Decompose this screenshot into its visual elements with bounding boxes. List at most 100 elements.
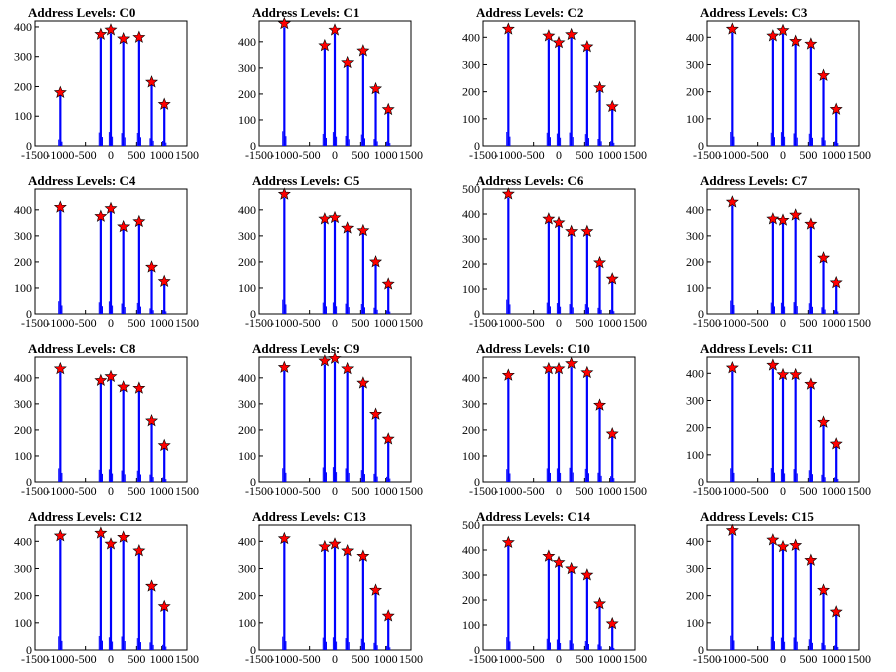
peak-marker — [277, 16, 291, 30]
y-tick-label: 100 — [686, 281, 704, 295]
x-tick-label: 500 — [127, 484, 145, 498]
peak-marker — [117, 380, 131, 393]
peak-marker — [369, 407, 383, 420]
x-tick-label: 1500 — [399, 652, 423, 666]
x-tick-label: -1000 — [494, 652, 522, 666]
x-tick-label: 0 — [780, 316, 786, 330]
peak-marker — [501, 535, 515, 549]
x-tick-label: 0 — [780, 484, 786, 498]
peak-marker — [817, 251, 831, 264]
y-tick-label: 0 — [474, 643, 480, 657]
y-tick-label: 0 — [474, 139, 480, 153]
x-tick-label: 0 — [556, 652, 562, 666]
x-tick-label: 1000 — [150, 148, 174, 162]
y-tick-label: 400 — [686, 30, 704, 44]
y-tick-label: 200 — [238, 423, 256, 437]
peak-marker — [94, 373, 108, 386]
x-tick-label: -1000 — [46, 316, 74, 330]
x-tick-label: -500 — [75, 316, 97, 330]
x-tick-label: 1500 — [847, 316, 871, 330]
peak-marker — [593, 255, 607, 269]
x-tick-label: 1000 — [598, 652, 622, 666]
x-tick-label: -500 — [299, 484, 321, 498]
y-tick-label: 100 — [462, 618, 480, 632]
peak-marker — [132, 214, 146, 228]
x-tick-label: -1000 — [46, 148, 74, 162]
peak-marker — [552, 215, 566, 229]
peak-marker — [789, 538, 803, 551]
y-tick-label: 0 — [26, 307, 32, 321]
x-tick-label: 1000 — [150, 484, 174, 498]
y-tick-label: 300 — [686, 229, 704, 243]
peak-marker — [501, 22, 515, 35]
peak-marker — [341, 543, 355, 557]
x-tick-label: -1000 — [46, 652, 74, 666]
x-tick-label: 1500 — [623, 652, 647, 666]
x-tick-label: 0 — [556, 148, 562, 162]
y-tick-label: 200 — [14, 79, 32, 93]
x-tick-label: -1500 — [469, 316, 497, 330]
y-tick-label: 500 — [462, 182, 480, 196]
x-tick-label: 500 — [127, 316, 145, 330]
peak-marker — [725, 523, 739, 536]
y-tick-label: 100 — [462, 449, 480, 463]
y-tick-label: 0 — [698, 307, 704, 321]
peak-marker — [817, 415, 831, 428]
x-tick-label: 0 — [556, 484, 562, 498]
peak-marker — [145, 260, 159, 273]
peak-marker — [552, 555, 566, 569]
x-tick-label: 1500 — [399, 316, 423, 330]
x-tick-label: 0 — [556, 316, 562, 330]
subplot-9: Address Levels: C9-1500-1000 -500 0 500 1000… — [238, 341, 423, 498]
x-tick-label: -500 — [523, 148, 545, 162]
peak-marker — [817, 583, 831, 596]
y-tick-label: 400 — [238, 203, 256, 217]
y-tick-label: 400 — [14, 20, 32, 34]
peak-marker — [565, 224, 579, 238]
x-tick-label: 0 — [332, 148, 338, 162]
y-tick-label: 300 — [14, 229, 32, 243]
subplot-4: Address Levels: C4-1500-1000 -500 0 500 1000… — [14, 173, 199, 330]
x-tick-label: 1500 — [623, 316, 647, 330]
y-tick-label: 400 — [14, 534, 32, 548]
peak-marker — [725, 22, 739, 35]
peak-marker — [381, 432, 395, 445]
y-tick-label: 0 — [250, 475, 256, 489]
peak-marker — [381, 609, 395, 622]
peak-marker — [829, 102, 843, 115]
x-tick-label: -500 — [523, 484, 545, 498]
peak-marker — [369, 81, 383, 95]
peak-marker — [776, 213, 790, 226]
subplot-title: Address Levels: C10 — [476, 341, 590, 356]
peak-marker — [501, 368, 515, 381]
subplot-title: Address Levels: C14 — [476, 509, 590, 524]
y-tick-label: 100 — [686, 112, 704, 126]
y-tick-label: 200 — [462, 593, 480, 607]
x-tick-label: -1000 — [270, 148, 298, 162]
x-tick-label: -1000 — [718, 484, 746, 498]
x-tick-label: -500 — [523, 652, 545, 666]
x-tick-label: 0 — [108, 484, 114, 498]
y-tick-label: 400 — [238, 35, 256, 49]
x-tick-label: -500 — [747, 148, 769, 162]
x-tick-label: -1500 — [469, 484, 497, 498]
x-tick-label: 500 — [799, 148, 817, 162]
x-tick-label: 0 — [332, 652, 338, 666]
y-tick-label: 400 — [14, 371, 32, 385]
x-tick-label: -1000 — [718, 316, 746, 330]
x-tick-label: 0 — [108, 148, 114, 162]
y-tick-label: 0 — [250, 139, 256, 153]
subplot-title: Address Levels: C12 — [28, 509, 142, 524]
peak-marker — [117, 32, 131, 45]
x-tick-label: -1000 — [494, 148, 522, 162]
peak-marker — [542, 361, 556, 375]
y-tick-label: 200 — [14, 255, 32, 269]
peak-marker — [157, 274, 171, 287]
y-tick-label: 100 — [238, 113, 256, 127]
peak-marker — [580, 224, 594, 238]
y-tick-label: 200 — [462, 85, 480, 99]
peak-marker — [318, 212, 332, 225]
peak-marker — [94, 209, 108, 222]
x-tick-label: -1500 — [245, 148, 273, 162]
